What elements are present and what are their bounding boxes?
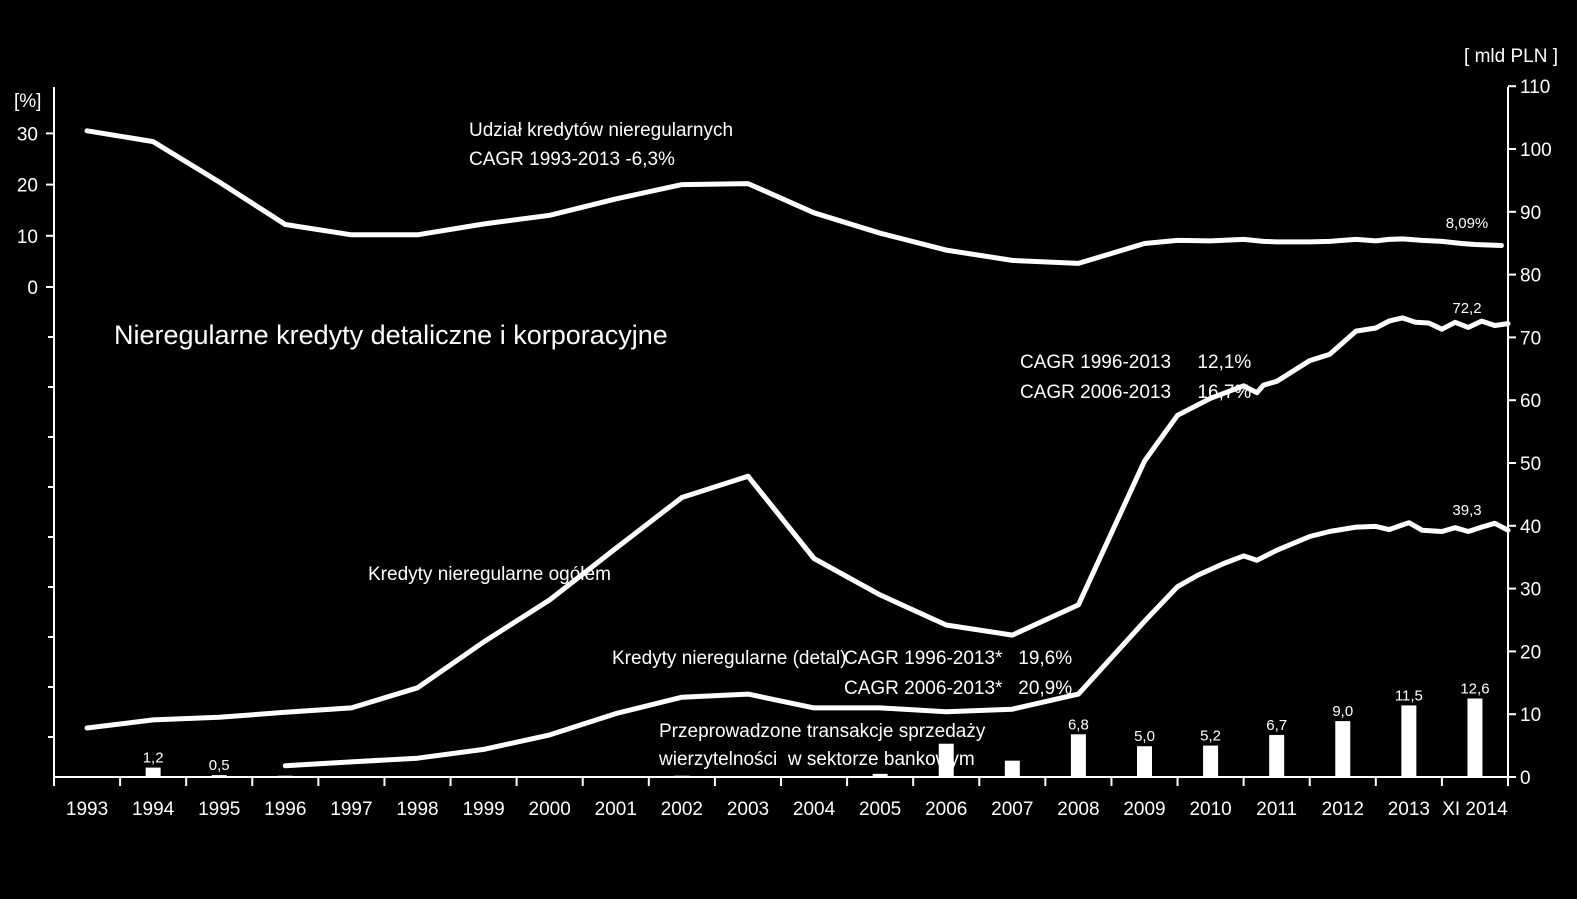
x-axis-tick-label: XI 2014 bbox=[1442, 799, 1508, 820]
right-axis-tick-label: 100 bbox=[1520, 140, 1552, 161]
x-axis-tick-label: 2013 bbox=[1388, 799, 1430, 820]
x-axis-tick-label: 2011 bbox=[1256, 799, 1297, 820]
share-series-label: Udział kredytów nieregularnych bbox=[469, 120, 733, 141]
x-axis-tick-label: 1998 bbox=[396, 799, 438, 820]
x-axis-tick-label: 2006 bbox=[925, 799, 967, 820]
right-axis-tick-label: 70 bbox=[1520, 328, 1541, 349]
x-axis-tick-label: 2007 bbox=[991, 799, 1033, 820]
bar-mark bbox=[1269, 734, 1285, 777]
share-line bbox=[84, 128, 1504, 266]
bar-mark bbox=[211, 775, 227, 777]
bar-data-label: 9,0 bbox=[1332, 703, 1353, 720]
right-axis-tick-label: 50 bbox=[1520, 454, 1541, 475]
retail-series-cagr-2: CAGR 2006-2013* 20,9% bbox=[844, 678, 1072, 699]
bar-mark bbox=[1070, 734, 1086, 777]
retail-series-cagr-1: CAGR 1996-2013* 19,6% bbox=[844, 648, 1072, 669]
x-axis-tick-label: 2012 bbox=[1322, 799, 1364, 820]
right-axis-tick-label: 110 bbox=[1520, 77, 1550, 98]
bar-series-label-2: wierzytelności w sektorze bankowym bbox=[658, 749, 975, 770]
bar-data-label: 6,7 bbox=[1266, 717, 1287, 734]
left-axis-tick-label: 10 bbox=[17, 227, 38, 248]
x-axis-tick-label: 1996 bbox=[264, 799, 306, 820]
x-axis-tick-label: 1997 bbox=[330, 799, 372, 820]
bar-data-label: 5,0 bbox=[1134, 728, 1155, 745]
right-axis-tick-label: 80 bbox=[1520, 266, 1541, 287]
right-axis-tick-label: 10 bbox=[1520, 705, 1541, 726]
total-series-cagr-1: CAGR 1996-2013 12,1% bbox=[1020, 352, 1251, 373]
bar-mark bbox=[1335, 721, 1351, 777]
left-axis-tick-label: 0 bbox=[27, 278, 38, 299]
x-axis-tick-label: 2005 bbox=[859, 799, 901, 820]
x-axis-tick-label: 2003 bbox=[727, 799, 769, 820]
x-axis-tick-label: 1993 bbox=[66, 799, 108, 820]
bar-mark bbox=[938, 743, 954, 777]
retail-series-end-label: 39,3 bbox=[1452, 502, 1481, 519]
right-axis-tick-label: 40 bbox=[1520, 517, 1541, 538]
right-axis-ticks: 0 10 20 30 40 50 60 70 80 90 100 110 bbox=[1508, 77, 1552, 789]
right-axis-tick-label: 20 bbox=[1520, 642, 1541, 663]
x-axis-ticks: 1993 1994 1995 1996 1997 1998 1999 2000 2001 2002… bbox=[53, 777, 1509, 820]
bar-data-label: 11,5 bbox=[1395, 687, 1423, 704]
chart-title: Nieregularne kredyty detaliczne i korpor… bbox=[114, 320, 668, 350]
x-axis-tick-label: 1995 bbox=[198, 799, 240, 820]
line-series bbox=[84, 128, 1511, 769]
right-axis-tick-label: 0 bbox=[1520, 768, 1531, 789]
bar-series-label-1: Przeprowadzone transakcje sprzedaży bbox=[659, 721, 986, 742]
bar-mark bbox=[674, 775, 690, 777]
x-axis-tick-label: 2008 bbox=[1057, 799, 1099, 820]
bar-mark bbox=[872, 773, 888, 777]
left-axis-ticks: 0 10 20 30 bbox=[17, 124, 54, 299]
right-axis-tick-label: 60 bbox=[1520, 391, 1541, 412]
x-axis-tick-label: 2001 bbox=[595, 799, 637, 820]
x-axis-tick-label: 2002 bbox=[661, 799, 703, 820]
total-series-end-label: 72,2 bbox=[1452, 300, 1481, 317]
x-axis-tick-label: 2009 bbox=[1123, 799, 1165, 820]
bar-series: 1,2 0,5 6,8 5,0 5,2 6,7 9,0 11,5 12,6 bbox=[143, 681, 1490, 777]
bar-mark bbox=[1467, 698, 1483, 777]
bar-data-label: 12,6 bbox=[1460, 681, 1489, 698]
bar-mark bbox=[1203, 745, 1219, 777]
right-axis-tick-label: 90 bbox=[1520, 203, 1541, 224]
bar-data-label: 5,2 bbox=[1200, 728, 1221, 745]
bar-data-label: 0,5 bbox=[209, 757, 230, 774]
total-series-cagr-2: CAGR 2006-2013 16,7% bbox=[1020, 382, 1251, 403]
x-axis-tick-label: 1994 bbox=[132, 799, 175, 820]
total-series-label: Kredyty nieregularne ogółem bbox=[368, 564, 611, 585]
bar-mark bbox=[145, 767, 161, 777]
bar-mark bbox=[1401, 705, 1417, 777]
x-axis-tick-label: 2000 bbox=[529, 799, 571, 820]
bar-mark bbox=[1137, 746, 1152, 777]
left-axis-minor-ticks bbox=[48, 336, 54, 738]
bar-mark bbox=[1004, 760, 1020, 777]
share-series-end-label: 8,09% bbox=[1446, 215, 1489, 232]
bar-data-label: 1,2 bbox=[143, 750, 164, 767]
x-axis-tick-label: 2010 bbox=[1189, 799, 1231, 820]
x-axis-tick-label: 1999 bbox=[462, 799, 504, 820]
right-axis-tick-label: 30 bbox=[1520, 580, 1541, 601]
bar-mark bbox=[277, 775, 293, 777]
left-axis-tick-label: 30 bbox=[17, 124, 38, 145]
bar-data-label: 6,8 bbox=[1068, 716, 1089, 733]
right-axis-unit-label: [ mld PLN ] bbox=[1464, 46, 1558, 67]
retail-series-label: Kredyty nieregularne (detal) bbox=[612, 648, 846, 669]
x-axis-tick-label: 2004 bbox=[793, 799, 836, 820]
left-axis-unit-label: [%] bbox=[14, 91, 41, 112]
left-axis-tick-label: 20 bbox=[17, 176, 38, 197]
share-series-cagr: CAGR 1993-2013 -6,3% bbox=[469, 149, 675, 170]
retail-line bbox=[282, 520, 1511, 769]
total-line bbox=[84, 315, 1511, 731]
